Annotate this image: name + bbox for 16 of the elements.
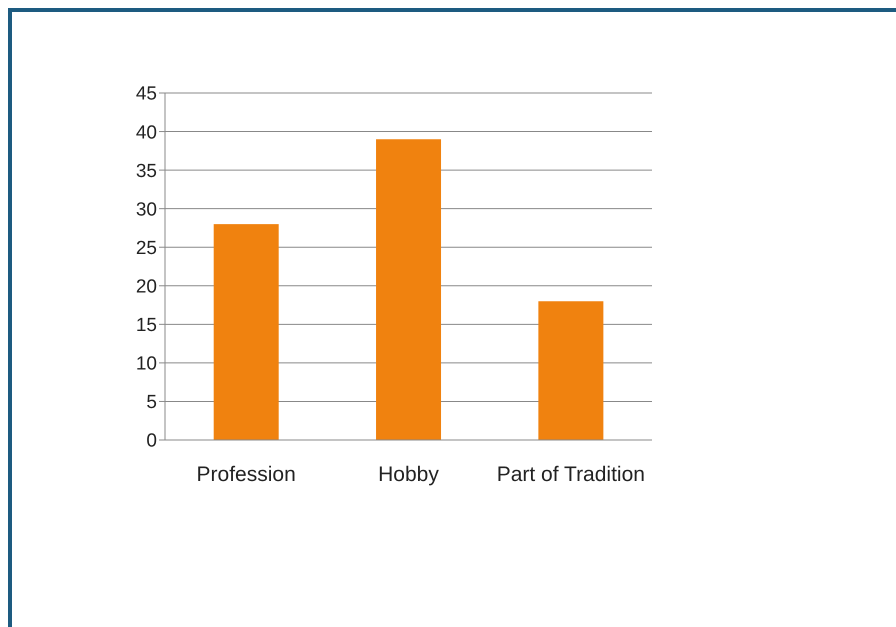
y-tick-label: 25: [136, 238, 157, 259]
y-tick-label: 35: [136, 160, 157, 182]
x-tick-label: Hobby: [378, 462, 440, 486]
x-tick-label: Profession: [196, 462, 296, 486]
bar: [538, 301, 604, 440]
y-tick-label: 10: [136, 354, 157, 375]
y-tick-label: 45: [136, 84, 157, 105]
y-tick-label: 15: [136, 315, 157, 336]
bar: [376, 139, 442, 440]
y-tick-label: 40: [136, 122, 157, 144]
y-tick-label: 20: [136, 276, 157, 298]
y-tick-label: 30: [136, 199, 157, 220]
y-tick-label: 5: [146, 392, 157, 414]
bar: [214, 224, 279, 440]
x-tick-label: Part of Tradition: [496, 462, 645, 486]
y-tick-label: 0: [146, 430, 157, 452]
